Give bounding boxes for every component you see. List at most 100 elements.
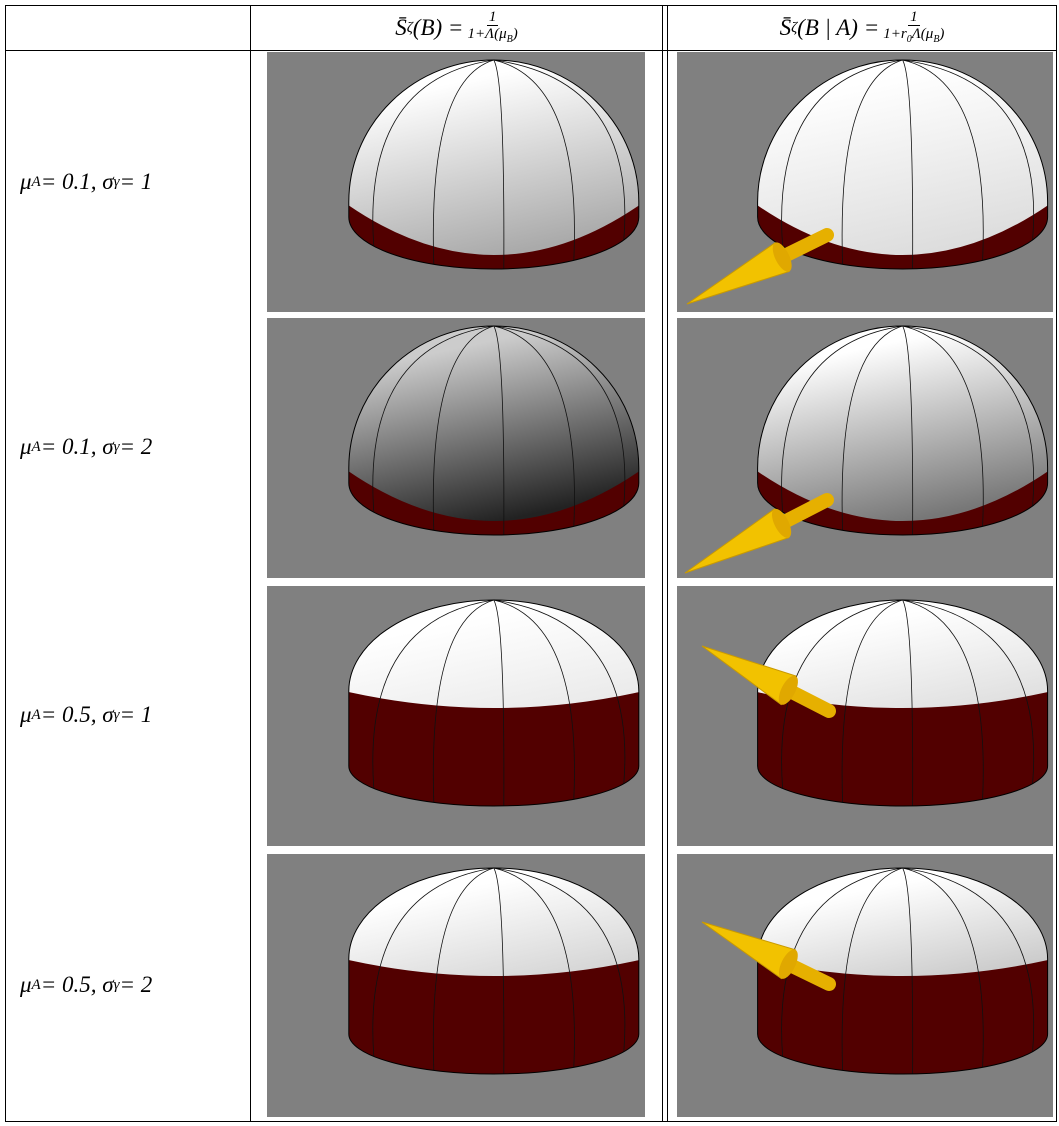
meridian (902, 59, 984, 261)
dome (757, 326, 1048, 535)
meridian (781, 867, 903, 1057)
header-cell: S̄ ζ (B | A) = 1 1+r0Λ(μB) (668, 6, 1056, 50)
math-text: Λ(μ (911, 25, 934, 42)
meridian (432, 599, 494, 803)
math-text: = 0.5, σ (40, 702, 114, 727)
meridian (493, 59, 505, 269)
numerator: 1 (908, 8, 920, 26)
math-subscript: γ (113, 706, 120, 723)
border (667, 5, 668, 1122)
denominator: 1+Λ(μB) (467, 26, 517, 48)
arrow-shaft (781, 957, 836, 991)
math-text: = 2 (119, 434, 153, 459)
outline (348, 867, 640, 1075)
meridian (902, 325, 1034, 507)
red-band (348, 202, 639, 270)
border (5, 1121, 1057, 1122)
outline (348, 59, 640, 270)
render-image (677, 318, 1053, 578)
border (1056, 5, 1057, 1122)
math-subscript: B (933, 33, 940, 45)
border (250, 5, 251, 1122)
math-text: μ (20, 972, 32, 997)
dome (757, 59, 1048, 270)
meridian (902, 867, 984, 1068)
math-text: = 1 (119, 702, 153, 727)
render-image (677, 586, 1053, 846)
meridian (902, 867, 1034, 1052)
arrow-shaft (775, 228, 834, 265)
arrow-base (772, 242, 792, 272)
render-image (267, 854, 645, 1117)
render-image (677, 52, 1053, 312)
red-band (757, 468, 1048, 536)
meridian (902, 599, 1034, 784)
meridian (841, 59, 903, 265)
meridian (902, 325, 914, 535)
math-text: = 0.5, σ (40, 972, 114, 997)
math-text: = 0.1, σ (40, 434, 114, 459)
meridian (493, 867, 626, 1052)
arrow-base (771, 508, 792, 538)
meridian (432, 867, 494, 1071)
outline (757, 59, 1049, 270)
outline (348, 325, 640, 536)
math-text: ) (512, 25, 518, 42)
math-text: 1+Λ(μ (467, 25, 507, 42)
dome (348, 326, 639, 535)
math-text: μ (20, 169, 32, 194)
meridian (493, 599, 626, 784)
meridian (841, 867, 903, 1071)
math-text: = 2 (119, 972, 153, 997)
math-subscript: A (31, 976, 41, 993)
meridian (902, 867, 914, 1074)
math-text: 1+r (883, 25, 907, 42)
dome-detail (757, 59, 1048, 270)
red-band (348, 959, 639, 1074)
meridian (781, 599, 903, 789)
border (662, 5, 663, 1122)
math-text: S̄ (395, 15, 407, 40)
meridian (432, 59, 494, 265)
meridian (432, 325, 494, 531)
meridian (372, 325, 494, 513)
dome-detail (348, 59, 639, 270)
math-text: = 1 (119, 169, 153, 194)
math-subscript: ζ (791, 19, 798, 36)
dome-detail (757, 325, 1048, 536)
outline (757, 325, 1049, 536)
render-image (677, 854, 1053, 1117)
meridian (493, 59, 626, 241)
meridian (493, 325, 505, 535)
border (5, 50, 1057, 51)
meridian (902, 325, 984, 527)
math-subscript: γ (113, 438, 120, 455)
math-subscript: γ (113, 976, 120, 993)
meridian (841, 599, 903, 803)
math-subscript: ζ (406, 19, 413, 36)
fraction: 1 1+Λ(μB) (467, 9, 517, 48)
math-subscript: A (31, 173, 41, 190)
math-text: ) (939, 25, 945, 42)
math-subscript: A (31, 706, 41, 723)
outline (757, 599, 1049, 807)
meridian (902, 599, 984, 800)
border (5, 5, 1057, 6)
border (5, 5, 6, 1122)
outline (348, 599, 640, 807)
meridian (781, 59, 903, 247)
arrow-shaft (774, 493, 834, 531)
math-text: (B) = (412, 15, 464, 40)
render-image (267, 318, 645, 578)
math-subscript: B (506, 33, 513, 45)
meridian (372, 599, 494, 789)
red-band (348, 468, 639, 536)
math-subscript: 0 (906, 33, 912, 45)
meridian (902, 59, 1034, 241)
numerator: 1 (486, 8, 499, 26)
